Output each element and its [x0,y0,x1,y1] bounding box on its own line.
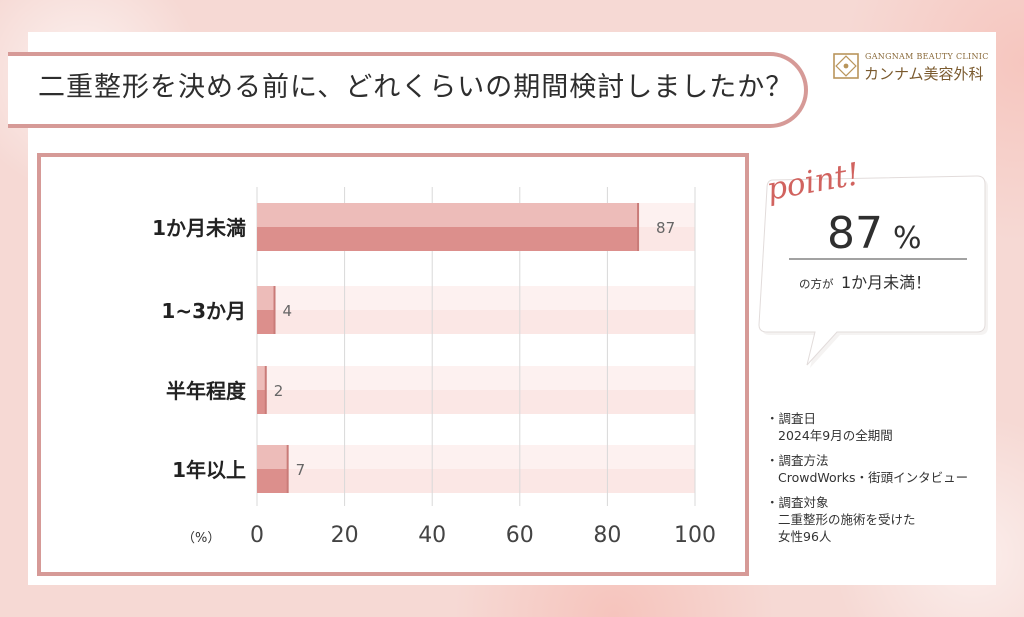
category-label: 1年以上 [172,458,246,482]
point-value: 87 [827,208,883,259]
note-line: 二重整形の施術を受けた [778,512,916,527]
note-line: CrowdWorks・街頭インタビュー [778,470,969,485]
point-desc-pre: の方が [799,277,834,291]
x-tick-label: 80 [593,523,621,548]
bar-track-highlight [257,445,695,469]
bar-highlight [257,366,266,390]
category-label: 半年程度 [166,379,247,403]
bar-highlight [257,445,288,469]
bar-highlight [257,286,275,310]
point-unit: % [893,221,922,256]
logo-english: GANGNAM BEAUTY CLINIC [865,52,989,61]
note-item: ・調査対象二重整形の施術を受けた 女性96人 [766,494,1006,545]
title-banner [8,52,808,128]
x-tick-label: 40 [418,523,446,548]
point-desc-main: 1か月未満！ [841,273,931,292]
note-item: ・調査日 2024年9月の全期間 [766,410,1006,444]
x-tick-label: 20 [331,523,359,548]
x-tick-label: 0 [250,523,264,548]
bar-track-highlight [257,366,695,390]
x-tick-label: 60 [506,523,534,548]
note-line: 2024年9月の全期間 [778,428,893,443]
note-heading: ・調査日 [766,411,817,426]
clinic-logo-icon [833,53,859,79]
note-heading: ・調査対象 [766,495,829,510]
category-label: 1~3か月 [161,299,246,323]
note-line: 女性96人 [778,529,832,544]
x-unit-label: （%） [182,531,220,546]
bar-value-label: 2 [274,382,284,400]
note-heading: ・調査方法 [766,453,829,468]
survey-notes: ・調査日 2024年9月の全期間 ・調査方法 CrowdWorks・街頭インタビュー・… [766,410,1006,553]
point-callout: point! 87 % の方が 1か月未満！ [758,160,988,368]
category-label: 1か月未満 [152,216,246,240]
bar-value-label: 4 [283,302,293,320]
bar-value-label: 87 [656,219,675,237]
page-title: 二重整形を決める前に、どれくらいの期間検討しましたか？ [38,72,794,103]
note-item: ・調査方法 CrowdWorks・街頭インタビュー [766,452,1006,486]
bar-track-highlight [257,286,695,310]
clinic-logo: GANGNAM BEAUTY CLINIC カンナム美容外科 [833,50,988,86]
bar-value-label: 7 [296,461,306,479]
logo-japanese: カンナム美容外科 [864,65,984,83]
bar-highlight [257,203,639,227]
x-tick-label: 100 [674,523,716,548]
